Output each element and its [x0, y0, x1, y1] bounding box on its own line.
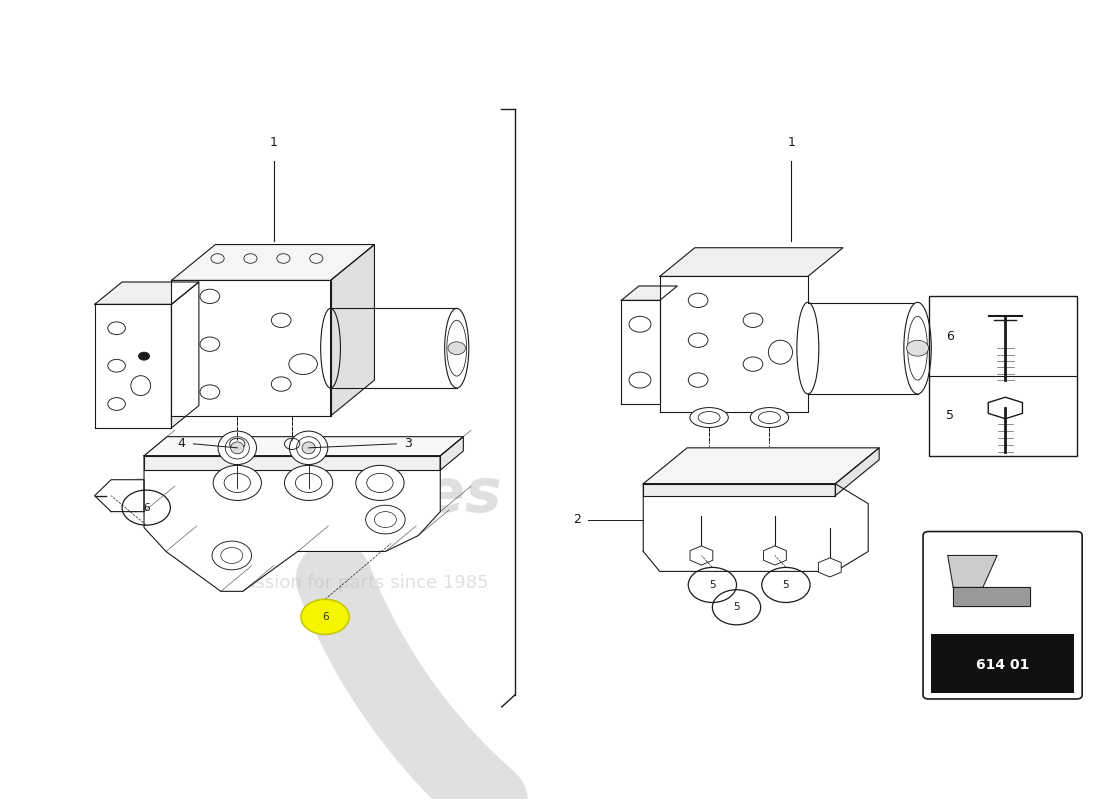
Polygon shape — [644, 484, 835, 496]
Polygon shape — [763, 546, 786, 565]
Text: 2: 2 — [573, 513, 581, 526]
Polygon shape — [621, 286, 678, 300]
Text: 1: 1 — [270, 136, 277, 149]
Polygon shape — [172, 282, 199, 428]
Polygon shape — [660, 277, 807, 412]
Polygon shape — [690, 546, 713, 565]
Bar — [931, 634, 1075, 694]
Polygon shape — [948, 555, 997, 587]
Ellipse shape — [750, 407, 789, 427]
Text: a passion for parts since 1985: a passion for parts since 1985 — [217, 574, 488, 592]
Polygon shape — [172, 245, 374, 281]
Text: 6: 6 — [946, 330, 955, 342]
Text: 5: 5 — [710, 580, 716, 590]
Text: 5: 5 — [782, 580, 789, 590]
Text: 614 01: 614 01 — [976, 658, 1030, 672]
Polygon shape — [621, 300, 660, 404]
Text: 3: 3 — [404, 438, 411, 450]
Circle shape — [212, 541, 252, 570]
Circle shape — [355, 466, 404, 501]
Polygon shape — [807, 302, 917, 394]
Polygon shape — [95, 304, 172, 428]
Text: eurospares: eurospares — [116, 466, 502, 525]
Polygon shape — [954, 587, 1030, 606]
Polygon shape — [172, 281, 331, 416]
Ellipse shape — [302, 442, 316, 454]
Polygon shape — [440, 437, 463, 470]
Ellipse shape — [796, 302, 818, 394]
Circle shape — [285, 466, 332, 501]
Polygon shape — [644, 484, 868, 571]
Circle shape — [301, 599, 349, 634]
Bar — [928, 296, 1077, 456]
Text: 6: 6 — [143, 502, 150, 513]
Polygon shape — [144, 456, 440, 470]
Polygon shape — [144, 437, 463, 456]
Text: 5: 5 — [734, 602, 740, 612]
Circle shape — [213, 466, 262, 501]
Ellipse shape — [690, 407, 728, 427]
Circle shape — [365, 506, 405, 534]
Polygon shape — [95, 480, 144, 512]
Ellipse shape — [218, 431, 256, 465]
Polygon shape — [818, 558, 842, 577]
Ellipse shape — [289, 431, 328, 465]
Polygon shape — [331, 308, 456, 388]
Circle shape — [448, 342, 465, 354]
Text: 1: 1 — [788, 136, 795, 149]
Text: 5: 5 — [946, 410, 955, 422]
Text: 4: 4 — [178, 438, 186, 450]
Ellipse shape — [904, 302, 932, 394]
Text: 6: 6 — [322, 612, 329, 622]
Circle shape — [139, 352, 150, 360]
Polygon shape — [331, 245, 374, 416]
Polygon shape — [644, 448, 879, 484]
Polygon shape — [144, 456, 440, 591]
Polygon shape — [95, 282, 199, 304]
Polygon shape — [660, 248, 843, 277]
Ellipse shape — [231, 442, 244, 454]
Polygon shape — [835, 448, 879, 496]
Circle shape — [906, 340, 928, 356]
